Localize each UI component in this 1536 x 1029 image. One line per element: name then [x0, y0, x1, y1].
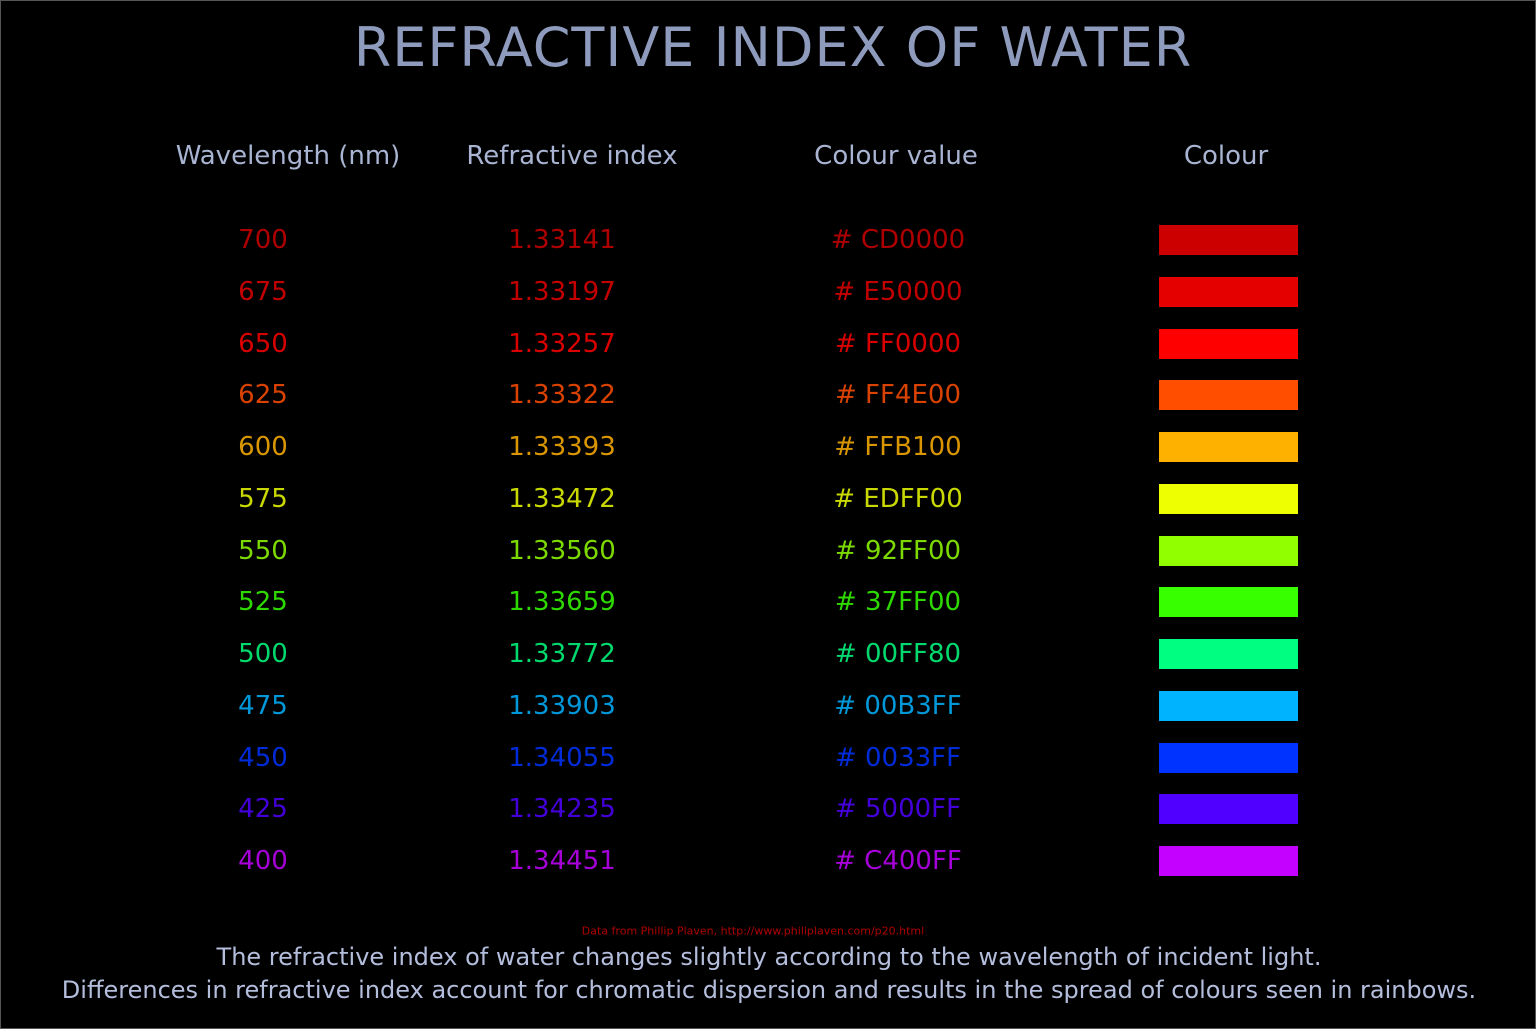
wavelength-cell: 450	[238, 742, 288, 773]
colour-value-cell: # C400FF	[834, 846, 962, 876]
colour-value-cell: # FF0000	[834, 328, 962, 359]
index-cell: 1.33197	[508, 276, 616, 307]
index-cell: 1.34235	[508, 794, 616, 825]
caption: Differences in refractive index account …	[61, 976, 1477, 1004]
colour-value-cell: # 37FF00	[834, 587, 962, 618]
wavelength-cell: 500	[238, 639, 288, 669]
index-cell: 1.33322	[508, 380, 616, 411]
wavelength-cell: 425	[238, 794, 288, 825]
colour-value-cell: # CD0000	[830, 225, 966, 255]
column-header: Colour	[1183, 141, 1269, 171]
colour-swatch	[1159, 276, 1298, 307]
wavelength-cell: 475	[238, 690, 288, 721]
wavelength-cell: 525	[238, 587, 288, 618]
colour-value-cell: # 5000FF	[834, 794, 962, 825]
wavelength-cell: 600	[238, 432, 288, 462]
wavelength-cell: 550	[238, 535, 288, 566]
caption: The refractive index of water changes sl…	[216, 943, 1322, 971]
colour-swatch	[1159, 587, 1298, 618]
index-cell: 1.34451	[508, 846, 616, 876]
colour-swatch	[1159, 483, 1298, 514]
colour-swatch	[1159, 380, 1298, 411]
column-header: Refractive index	[466, 141, 678, 171]
colour-swatch	[1159, 846, 1298, 876]
wavelength-cell: 700	[238, 225, 288, 255]
column-header: Colour value	[814, 141, 978, 171]
wavelength-cell: 625	[238, 380, 288, 411]
index-cell: 1.33257	[508, 328, 616, 359]
title: REFRACTIVE INDEX OF WATER	[353, 16, 1193, 79]
colour-swatch	[1159, 639, 1298, 669]
colour-value-cell: # EDFF00	[833, 483, 963, 514]
colour-value-cell: # FF4E00	[834, 380, 962, 411]
colour-swatch	[1159, 432, 1298, 462]
colour-value-cell: # FFB100	[834, 432, 962, 462]
index-cell: 1.33393	[508, 432, 616, 462]
colour-swatch	[1159, 690, 1298, 721]
colour-value-cell: # 0033FF	[834, 742, 962, 773]
index-cell: 1.33903	[508, 690, 616, 721]
source-note: Data from Phillip Plaven, http://www.phi…	[581, 924, 925, 938]
colour-swatch	[1159, 535, 1298, 566]
wavelength-cell: 675	[238, 276, 288, 307]
wavelength-cell: 650	[238, 328, 288, 359]
colour-value-cell: # 00FF80	[834, 639, 962, 669]
index-cell: 1.33772	[508, 639, 616, 669]
wavelength-cell: 400	[238, 846, 288, 876]
colour-swatch	[1159, 742, 1298, 773]
index-cell: 1.34055	[508, 742, 616, 773]
index-cell: 1.33659	[508, 587, 616, 618]
index-cell: 1.33472	[508, 483, 616, 514]
index-cell: 1.33560	[508, 535, 616, 566]
index-cell: 1.33141	[508, 225, 616, 255]
colour-value-cell: # E50000	[833, 276, 963, 307]
colour-value-cell: # 92FF00	[834, 535, 962, 566]
colour-swatch	[1159, 225, 1298, 255]
colour-swatch	[1159, 328, 1298, 359]
colour-swatch	[1159, 794, 1298, 825]
column-header: Wavelength (nm)	[175, 141, 401, 171]
colour-value-cell: # 00B3FF	[834, 690, 962, 721]
wavelength-cell: 575	[238, 483, 288, 514]
